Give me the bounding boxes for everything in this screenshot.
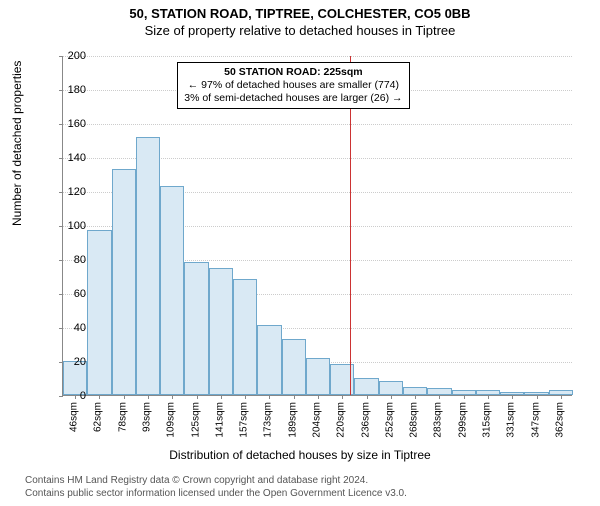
- footer-attribution: Contains HM Land Registry data © Crown c…: [25, 474, 407, 500]
- chart-title-sub: Size of property relative to detached ho…: [0, 23, 600, 38]
- histogram-bar: [112, 169, 136, 395]
- annotation-line2: ← 97% of detached houses are smaller (77…: [184, 79, 402, 92]
- x-axis-label: Distribution of detached houses by size …: [0, 448, 600, 462]
- xtick-mark: [415, 395, 416, 399]
- ytick-label: 140: [56, 152, 86, 164]
- xtick-mark: [148, 395, 149, 399]
- xtick-label: 173sqm: [263, 402, 274, 438]
- xtick-label: 299sqm: [457, 402, 468, 438]
- xtick-mark: [172, 395, 173, 399]
- histogram-bar: [184, 262, 208, 395]
- ytick-label: 200: [56, 50, 86, 62]
- histogram-bar: [257, 325, 281, 395]
- xtick-label: 331sqm: [506, 402, 517, 438]
- xtick-mark: [318, 395, 319, 399]
- xtick-label: 204sqm: [312, 402, 323, 438]
- histogram-bar: [209, 268, 233, 396]
- xtick-mark: [197, 395, 198, 399]
- gridline: [63, 124, 572, 125]
- xtick-label: 252sqm: [384, 402, 395, 438]
- xtick-mark: [124, 395, 125, 399]
- xtick-label: 62sqm: [93, 402, 104, 432]
- xtick-label: 283sqm: [433, 402, 444, 438]
- xtick-mark: [561, 395, 562, 399]
- ytick-label: 160: [56, 118, 86, 130]
- xtick-label: 141sqm: [214, 402, 225, 438]
- histogram-bar: [379, 381, 403, 395]
- histogram-bar: [233, 279, 257, 395]
- annotation-line1: 50 STATION ROAD: 225sqm: [184, 66, 402, 79]
- xtick-label: 125sqm: [190, 402, 201, 438]
- xtick-label: 46sqm: [69, 402, 80, 432]
- xtick-mark: [367, 395, 368, 399]
- footer-line1: Contains HM Land Registry data © Crown c…: [25, 474, 407, 487]
- gridline: [63, 56, 572, 57]
- ytick-label: 80: [56, 254, 86, 266]
- ytick-label: 100: [56, 220, 86, 232]
- xtick-label: 268sqm: [409, 402, 420, 438]
- xtick-mark: [464, 395, 465, 399]
- xtick-label: 78sqm: [117, 402, 128, 432]
- chart-area: 50 STATION ROAD: 225sqm ← 97% of detache…: [62, 56, 572, 396]
- xtick-mark: [439, 395, 440, 399]
- xtick-label: 220sqm: [336, 402, 347, 438]
- xtick-label: 347sqm: [530, 402, 541, 438]
- ytick-label: 20: [56, 356, 86, 368]
- xtick-mark: [269, 395, 270, 399]
- histogram-bar: [160, 186, 184, 395]
- xtick-mark: [488, 395, 489, 399]
- xtick-mark: [512, 395, 513, 399]
- histogram-bar: [306, 358, 330, 395]
- xtick-mark: [245, 395, 246, 399]
- annotation-box: 50 STATION ROAD: 225sqm ← 97% of detache…: [177, 62, 409, 109]
- ytick-label: 60: [56, 288, 86, 300]
- xtick-mark: [537, 395, 538, 399]
- xtick-label: 109sqm: [166, 402, 177, 438]
- histogram-bar: [282, 339, 306, 395]
- histogram-bar: [136, 137, 160, 395]
- histogram-bar: [354, 378, 378, 395]
- xtick-mark: [342, 395, 343, 399]
- ytick-label: 0: [56, 390, 86, 402]
- histogram-bar: [403, 387, 427, 396]
- xtick-mark: [391, 395, 392, 399]
- xtick-label: 315sqm: [482, 402, 493, 438]
- xtick-label: 362sqm: [554, 402, 565, 438]
- xtick-label: 236sqm: [360, 402, 371, 438]
- xtick-mark: [99, 395, 100, 399]
- xtick-label: 157sqm: [239, 402, 250, 438]
- chart-title-main: 50, STATION ROAD, TIPTREE, COLCHESTER, C…: [0, 6, 600, 21]
- histogram-bar: [427, 388, 451, 395]
- histogram-bar: [87, 230, 111, 395]
- xtick-label: 189sqm: [287, 402, 298, 438]
- xtick-label: 93sqm: [142, 402, 153, 432]
- footer-line2: Contains public sector information licen…: [25, 487, 407, 500]
- ytick-label: 120: [56, 186, 86, 198]
- y-axis-label: Number of detached properties: [10, 61, 24, 226]
- annotation-line3: 3% of semi-detached houses are larger (2…: [184, 92, 402, 105]
- xtick-mark: [221, 395, 222, 399]
- ytick-label: 180: [56, 84, 86, 96]
- ytick-label: 40: [56, 322, 86, 334]
- xtick-mark: [294, 395, 295, 399]
